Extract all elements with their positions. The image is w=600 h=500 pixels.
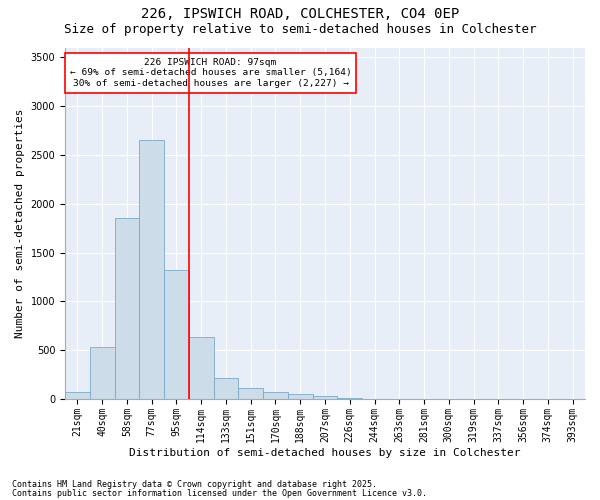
Bar [115, 218, 139, 399]
Text: Size of property relative to semi-detached houses in Colchester: Size of property relative to semi-detach… [64, 22, 536, 36]
Bar [288, 394, 313, 399]
X-axis label: Distribution of semi-detached houses by size in Colchester: Distribution of semi-detached houses by … [129, 448, 521, 458]
Bar [214, 378, 238, 399]
Bar [263, 392, 288, 399]
Bar [139, 140, 164, 399]
Bar [313, 396, 337, 399]
Bar [90, 348, 115, 399]
Bar [337, 398, 362, 399]
Bar [238, 388, 263, 399]
Y-axis label: Number of semi-detached properties: Number of semi-detached properties [15, 108, 25, 338]
Bar [164, 270, 189, 399]
Bar [189, 336, 214, 399]
Text: Contains HM Land Registry data © Crown copyright and database right 2025.: Contains HM Land Registry data © Crown c… [12, 480, 377, 489]
Text: Contains public sector information licensed under the Open Government Licence v3: Contains public sector information licen… [12, 488, 427, 498]
Text: 226 IPSWICH ROAD: 97sqm
← 69% of semi-detached houses are smaller (5,164)
30% of: 226 IPSWICH ROAD: 97sqm ← 69% of semi-de… [70, 58, 352, 88]
Text: 226, IPSWICH ROAD, COLCHESTER, CO4 0EP: 226, IPSWICH ROAD, COLCHESTER, CO4 0EP [141, 8, 459, 22]
Bar [65, 392, 90, 399]
